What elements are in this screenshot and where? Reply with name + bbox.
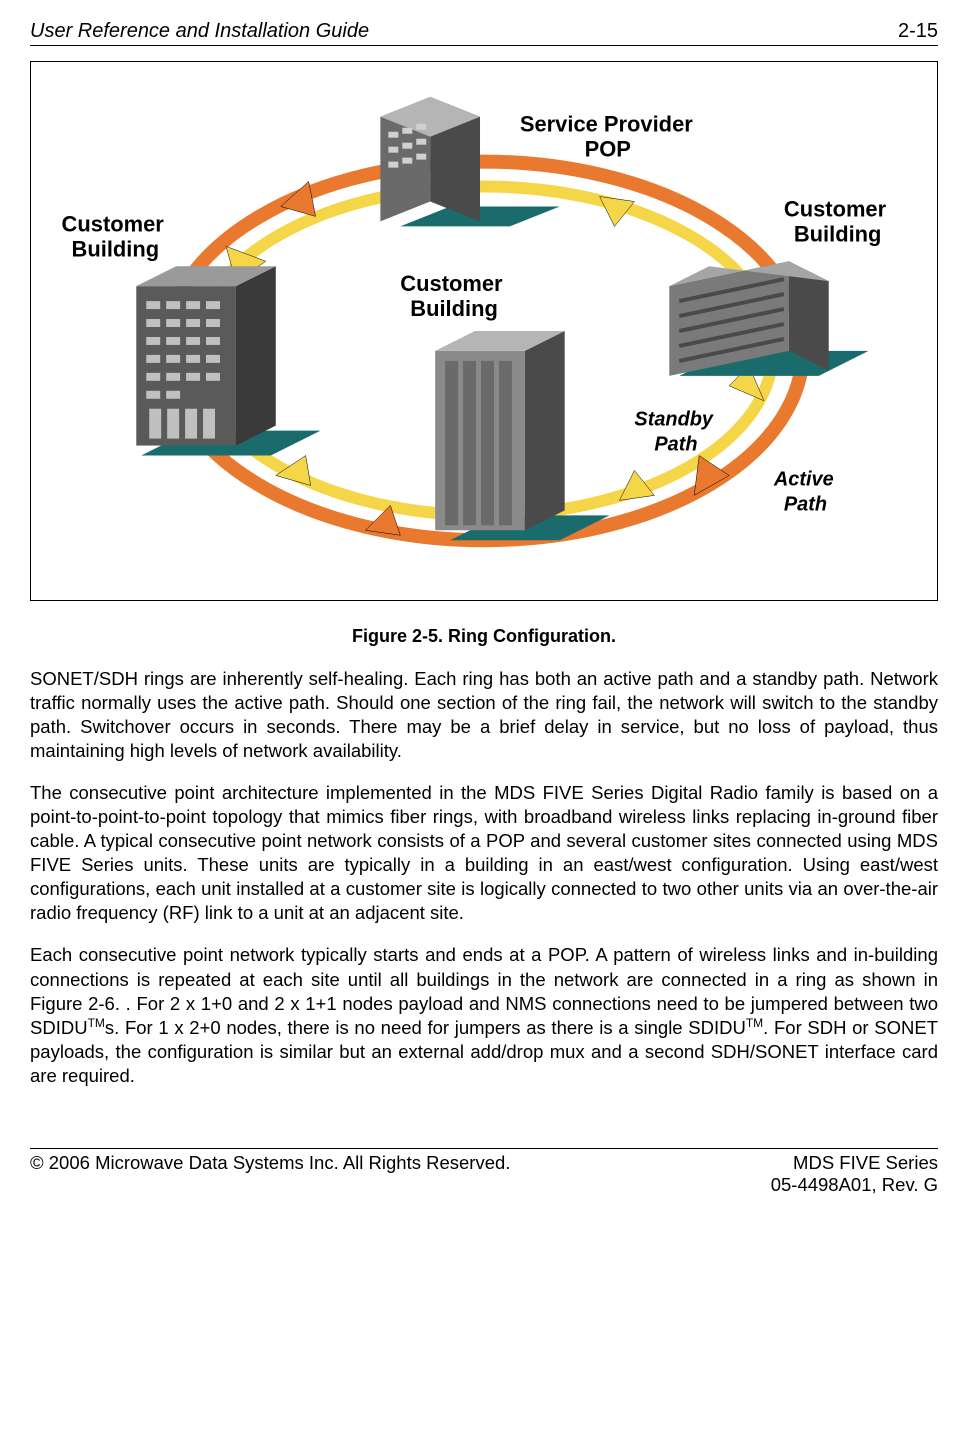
ring-diagram-svg: Service Provider POP Customer Building C…	[31, 62, 937, 600]
paragraph-3: Each consecutive point network typically…	[30, 943, 938, 1087]
building-customer-center-icon	[435, 331, 565, 530]
figure-caption: Figure 2-5. Ring Configuration.	[30, 626, 938, 647]
paragraph-3-part2: s. For 1 x 2+0 nodes, there is no need f…	[105, 1017, 746, 1038]
label-customer-left-line2: Building	[72, 236, 160, 261]
header-title: User Reference and Installation Guide	[30, 20, 369, 43]
header-page-number: 2-15	[898, 20, 938, 43]
building-service-provider-icon	[380, 97, 480, 222]
ring-diagram: Service Provider POP Customer Building C…	[30, 61, 938, 601]
paragraph-2: The consecutive point architecture imple…	[30, 781, 938, 925]
footer-revision: 05-4498A01, Rev. G	[771, 1174, 938, 1196]
trademark-1: TM	[88, 1016, 105, 1030]
footer-copyright: © 2006 Microwave Data Systems Inc. All R…	[30, 1152, 510, 1196]
paragraph-1: SONET/SDH rings are inherently self-heal…	[30, 667, 938, 763]
footer-product: MDS FIVE Series	[771, 1152, 938, 1174]
label-service-provider-line1: Service Provider	[520, 112, 693, 137]
building-customer-right-icon	[669, 261, 828, 376]
building-customer-left-icon	[136, 266, 275, 445]
label-active-line2: Path	[784, 493, 827, 515]
label-active-line1: Active	[773, 468, 834, 490]
label-customer-right-line2: Building	[794, 221, 882, 246]
label-customer-left-line1: Customer	[62, 211, 165, 236]
footer-right: MDS FIVE Series 05-4498A01, Rev. G	[771, 1152, 938, 1196]
label-standby-line2: Path	[654, 434, 697, 456]
trademark-2: TM	[746, 1016, 763, 1030]
page-header: User Reference and Installation Guide 2-…	[30, 20, 938, 46]
label-customer-center-line1: Customer	[400, 271, 503, 296]
label-standby-line1: Standby	[634, 409, 713, 431]
page-footer: © 2006 Microwave Data Systems Inc. All R…	[30, 1148, 938, 1196]
label-customer-right-line1: Customer	[784, 196, 887, 221]
label-service-provider-line2: POP	[585, 137, 631, 162]
label-customer-center-line2: Building	[410, 296, 498, 321]
